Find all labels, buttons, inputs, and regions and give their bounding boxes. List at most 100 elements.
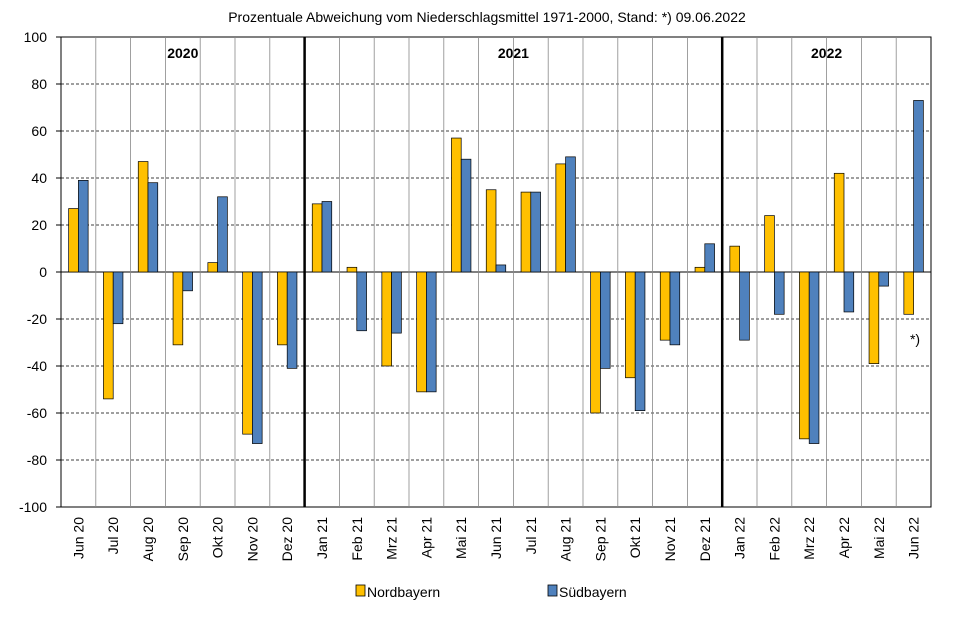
bar-suedbayern: [391, 271, 402, 334]
bar-suedbayern: [774, 271, 785, 315]
bar-nordbayern: [68, 208, 79, 273]
x-axis-ticks: Jun 20 Jul 20 Aug 20 Sep 20 Okt 20 Nov 20 Dez …: [70, 517, 921, 562]
bar-nordbayern: [694, 266, 706, 273]
legend-swatch-nordbayern: [355, 584, 366, 597]
bar-nordbayern: [416, 271, 427, 393]
x-tick-label: Nov 20: [244, 517, 260, 562]
bars: [68, 100, 924, 444]
bar-suedbayern: [843, 271, 855, 313]
bar-nordbayern: [625, 271, 636, 379]
legend-label-nordbayern: Nordbayern: [367, 584, 440, 600]
bar-suedbayern: [634, 271, 646, 411]
x-tick-label: Jun 22: [906, 517, 922, 559]
chart-title: Prozentuale Abweichung vom Niederschlags…: [228, 9, 746, 25]
bar-nordbayern: [172, 271, 184, 346]
y-tick-label: 20: [31, 217, 47, 233]
bar-suedbayern: [182, 271, 193, 292]
x-tick-label: Mai 22: [871, 517, 887, 559]
x-tick-label: Okt 20: [210, 517, 226, 558]
bar-suedbayern: [669, 271, 681, 346]
x-tick-label: Nov 21: [662, 517, 678, 562]
y-tick-label: 100: [24, 29, 48, 45]
bar-nordbayern: [520, 191, 532, 273]
bar-suedbayern: [286, 271, 298, 369]
bar-nordbayern: [207, 262, 218, 273]
bar-nordbayern: [729, 245, 740, 273]
bar-suedbayern: [739, 271, 750, 341]
y-tick-label: 80: [31, 76, 47, 92]
year-label: 2022: [811, 45, 842, 61]
bar-suedbayern: [878, 271, 889, 287]
y-tick-label: -40: [27, 358, 47, 374]
y-tick-label: 40: [31, 170, 47, 186]
y-axis-ticks: 100 80 60 40 20 0 -20 -40 -60 -80 -100: [19, 29, 61, 515]
legend-label-suedbayern: Südbayern: [559, 584, 627, 600]
x-tick-label: Mrz 22: [801, 517, 817, 560]
bar-nordbayern: [137, 161, 149, 273]
year-label: 2020: [167, 45, 198, 61]
bar-nordbayern: [555, 163, 566, 273]
bar-suedbayern: [495, 264, 507, 273]
bar-nordbayern: [659, 271, 671, 341]
y-tick-label: 60: [31, 123, 47, 139]
year-separators: [303, 37, 724, 507]
bar-suedbayern: [217, 196, 228, 273]
x-tick-label: Jun 20: [70, 517, 86, 559]
x-tick-label: Dez 21: [697, 517, 713, 562]
x-tick-label: Aug 20: [140, 517, 156, 562]
x-tick-label: Jan 21: [314, 517, 330, 559]
x-tick-label: Feb 22: [766, 517, 782, 561]
bar-nordbayern: [485, 189, 497, 273]
bar-suedbayern: [913, 100, 924, 273]
x-tick-label: Feb 21: [349, 517, 365, 561]
bar-suedbayern: [808, 271, 820, 444]
x-tick-label: Apr 22: [836, 517, 852, 558]
x-tick-label: Dez 20: [279, 517, 295, 562]
x-tick-label: Aug 21: [558, 517, 574, 562]
x-tick-label: Okt 21: [627, 517, 643, 558]
bar-nordbayern: [277, 271, 288, 346]
bar-nordbayern: [799, 271, 810, 440]
bar-suedbayern: [600, 271, 611, 369]
bar-nordbayern: [381, 271, 392, 367]
bar-nordbayern: [451, 137, 462, 273]
x-tick-label: Jan 22: [732, 517, 748, 559]
grid-lines: [61, 37, 931, 507]
x-tick-label: Jul 21: [523, 517, 539, 555]
x-tick-label: Mai 21: [453, 517, 469, 559]
y-tick-label: -60: [27, 405, 47, 421]
x-tick-label: Jul 20: [105, 517, 121, 555]
x-tick-label: Jun 21: [488, 517, 504, 559]
bar-nordbayern: [103, 271, 114, 400]
y-tick-label: -80: [27, 452, 47, 468]
legend: Nordbayern Südbayern: [355, 584, 627, 600]
y-tick-label: 0: [39, 264, 47, 280]
bar-suedbayern: [321, 201, 333, 273]
bar-suedbayern: [565, 156, 576, 273]
bar-suedbayern: [356, 271, 367, 332]
y-tick-label: -20: [27, 311, 47, 327]
x-tick-label: Sep 21: [592, 517, 608, 562]
annotation-note: *): [910, 331, 920, 347]
y-tick-label: -100: [19, 499, 47, 515]
bar-suedbayern: [426, 271, 437, 393]
bar-suedbayern: [112, 271, 124, 325]
x-tick-label: Mrz 21: [384, 517, 400, 560]
year-label: 2021: [498, 45, 529, 61]
bar-suedbayern: [704, 243, 715, 273]
bar-nordbayern: [833, 172, 845, 273]
legend-swatch-suedbayern: [547, 584, 558, 597]
bar-suedbayern: [530, 191, 541, 273]
bar-suedbayern: [78, 180, 89, 273]
x-tick-label: Apr 21: [418, 517, 434, 558]
bar-nordbayern: [590, 271, 601, 414]
x-tick-label: Sep 20: [175, 517, 191, 562]
bar-nordbayern: [903, 271, 914, 315]
bar-suedbayern: [147, 182, 159, 273]
bar-nordbayern: [346, 266, 358, 273]
year-labels: 2020 2021 2022: [167, 45, 842, 61]
bar-suedbayern: [252, 271, 263, 444]
bar-nordbayern: [868, 271, 880, 365]
bar-nordbayern: [311, 203, 323, 273]
